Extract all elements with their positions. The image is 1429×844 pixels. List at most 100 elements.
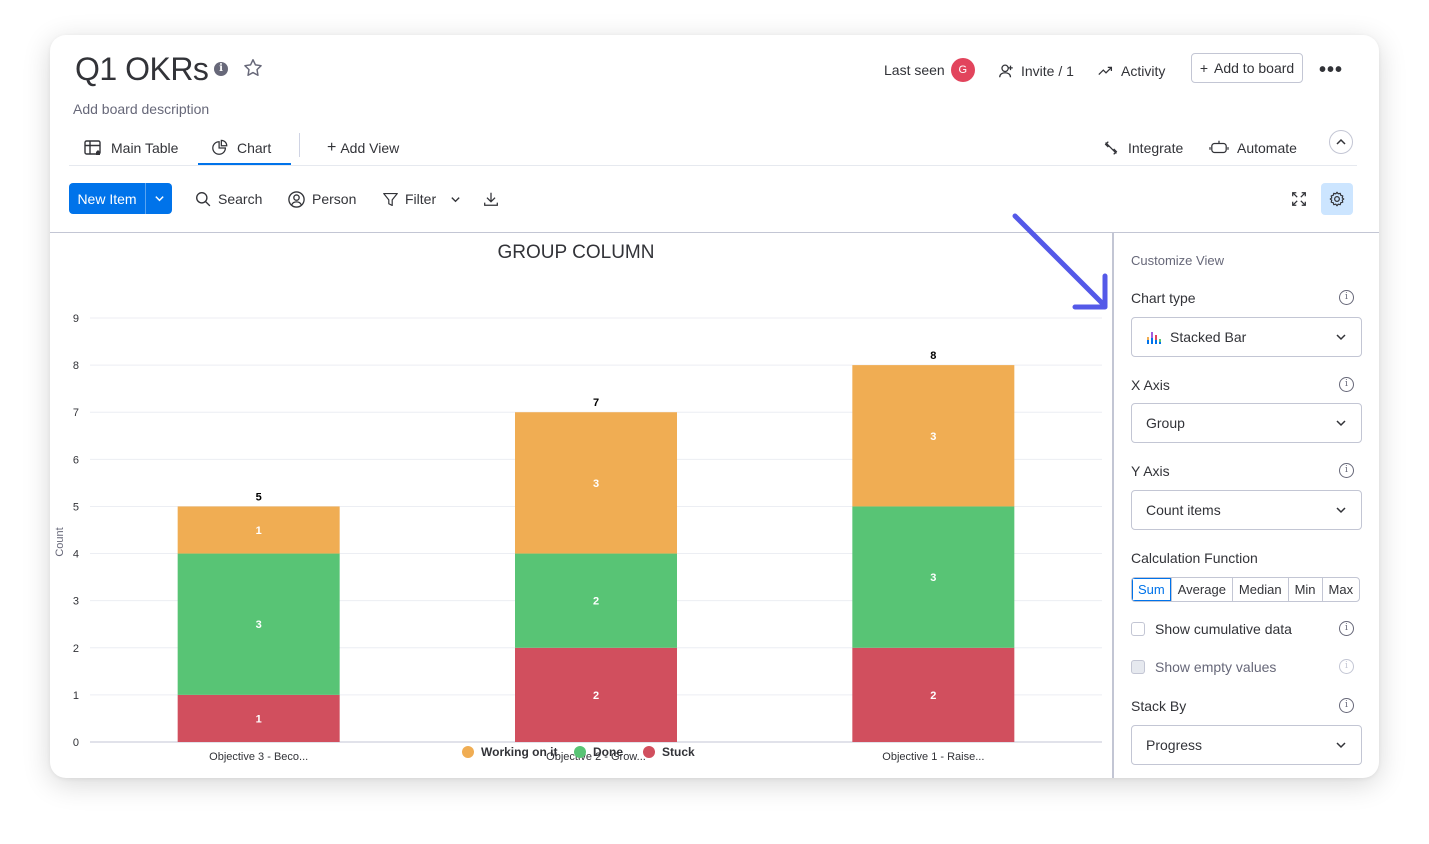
bar-value-label: 3 <box>930 572 936 584</box>
info-icon[interactable]: i <box>1339 463 1354 478</box>
chart-type-value: Stacked Bar <box>1170 329 1247 345</box>
pie-chart-icon <box>212 139 228 155</box>
integrate-label: Integrate <box>1128 140 1184 156</box>
activity-button[interactable]: Activity <box>1097 61 1165 81</box>
legend-swatch <box>574 746 586 758</box>
favorite-star-icon[interactable] <box>242 57 264 79</box>
chevron-down-icon[interactable] <box>145 183 172 214</box>
y-tick-label: 9 <box>73 313 79 325</box>
expand-icon <box>1292 192 1306 206</box>
calculation-function-label: Calculation Function <box>1131 550 1258 566</box>
y-tick-label: 5 <box>73 501 79 513</box>
bar-value-label: 2 <box>593 596 599 608</box>
y-tick-label: 3 <box>73 596 79 608</box>
activity-label: Activity <box>1121 63 1166 79</box>
bar-segment <box>852 506 1015 648</box>
bar-value-label: 1 <box>256 713 262 725</box>
legend-label: Stuck <box>662 745 695 759</box>
stack-by-label: Stack By <box>1131 698 1187 714</box>
info-icon[interactable]: i <box>1339 377 1354 392</box>
info-icon[interactable]: i <box>1339 698 1354 713</box>
calc-option-average[interactable]: Average <box>1172 578 1233 601</box>
y-axis-select[interactable]: Count items <box>1131 490 1362 530</box>
bar-segment <box>852 365 1015 507</box>
fullscreen-button[interactable] <box>1283 183 1315 215</box>
board-title[interactable]: Q1 OKRs <box>75 51 209 87</box>
plus-icon: + <box>327 139 337 156</box>
calc-option-median[interactable]: Median <box>1233 578 1289 601</box>
tab-divider <box>299 133 300 157</box>
chevron-down-icon[interactable] <box>450 194 461 205</box>
info-icon[interactable]: i <box>1339 290 1354 305</box>
bar-segment <box>177 553 340 695</box>
search-button[interactable]: Search <box>195 189 262 209</box>
info-icon[interactable]: i <box>1339 621 1354 636</box>
last-seen[interactable]: Last seen G <box>884 57 975 83</box>
tabs-divider <box>69 165 1357 166</box>
calc-option-sum[interactable]: Sum <box>1132 578 1172 601</box>
add-to-board-label: Add to board <box>1214 60 1295 76</box>
stack-by-select[interactable]: Progress <box>1131 725 1362 765</box>
y-tick-label: 0 <box>73 737 79 749</box>
bar-value-label: 2 <box>593 690 599 702</box>
y-tick-label: 1 <box>73 690 79 702</box>
collapse-header-button[interactable] <box>1329 130 1353 154</box>
y-tick-label: 7 <box>73 407 79 419</box>
export-button[interactable] <box>482 189 500 209</box>
board-description[interactable]: Add board description <box>73 101 210 117</box>
bar-total-label: 7 <box>593 397 599 409</box>
automate-button[interactable]: Automate <box>1209 131 1297 165</box>
trend-up-icon <box>1098 66 1113 76</box>
customize-view-panel: Customize View Chart type i Stacked Bar … <box>1114 233 1379 778</box>
add-view-button[interactable]: + Add View <box>327 131 399 165</box>
tab-main-table-label: Main Table <box>111 140 179 156</box>
annotation-arrow-icon <box>1012 213 1108 310</box>
y-axis-label: Y Axis <box>1131 463 1170 479</box>
calc-option-min[interactable]: Min <box>1289 578 1323 601</box>
cumulative-label: Show cumulative data <box>1155 621 1292 637</box>
bar-value-label: 3 <box>930 431 936 443</box>
y-axis-value: Count items <box>1146 502 1221 518</box>
legend-label: Done <box>593 745 623 759</box>
calculation-function-segmented: Sum Average Median Min Max <box>1131 577 1361 602</box>
legend-swatch <box>462 746 474 758</box>
cumulative-checkbox[interactable] <box>1131 622 1145 636</box>
empty-values-label: Show empty values <box>1155 659 1277 675</box>
calc-option-max[interactable]: Max <box>1328 582 1354 597</box>
tab-main-table[interactable]: Main Table <box>83 131 178 165</box>
person-filter-button[interactable]: Person <box>287 189 356 209</box>
bar-segment <box>177 694 340 742</box>
info-icon[interactable]: i <box>1339 659 1354 674</box>
tab-chart[interactable]: Chart <box>211 131 271 165</box>
avatar[interactable]: G <box>950 58 975 82</box>
empty-values-checkbox[interactable] <box>1131 660 1145 674</box>
integrate-icon <box>1104 141 1118 155</box>
chevron-down-icon <box>1336 507 1346 514</box>
filter-button[interactable]: Filter <box>382 189 461 209</box>
more-options-icon[interactable]: ••• <box>1319 59 1344 81</box>
new-item-label: New Item <box>77 190 137 207</box>
x-tick-label: Objective 3 - Beco... <box>209 751 308 763</box>
robot-icon <box>1209 140 1229 154</box>
board-info-icon[interactable]: i <box>214 62 228 76</box>
bar-value-label: 3 <box>256 619 262 631</box>
x-axis-select[interactable]: Group <box>1131 403 1362 443</box>
panel-divider[interactable] <box>1112 233 1114 778</box>
y-tick-label: 6 <box>73 454 79 466</box>
bar-value-label: 2 <box>930 690 936 702</box>
chart-type-select[interactable]: Stacked Bar <box>1131 317 1362 357</box>
invite-button[interactable]: Invite / 1 <box>997 61 1074 81</box>
plus-icon: + <box>1199 60 1208 76</box>
y-tick-label: 2 <box>73 643 79 655</box>
person-icon <box>288 190 305 208</box>
settings-button[interactable] <box>1321 183 1353 215</box>
chevron-down-icon <box>1336 742 1346 749</box>
integrate-button[interactable]: Integrate <box>1102 131 1183 165</box>
new-item-button[interactable]: New Item <box>69 183 172 214</box>
chevron-down-icon <box>1336 334 1346 341</box>
panel-caption: Customize View <box>1131 253 1224 268</box>
x-axis-label: X Axis <box>1131 377 1170 393</box>
bar-segment <box>177 506 340 554</box>
y-axis-label: Count <box>54 527 66 556</box>
add-to-board-button[interactable]: + Add to board <box>1191 53 1303 83</box>
